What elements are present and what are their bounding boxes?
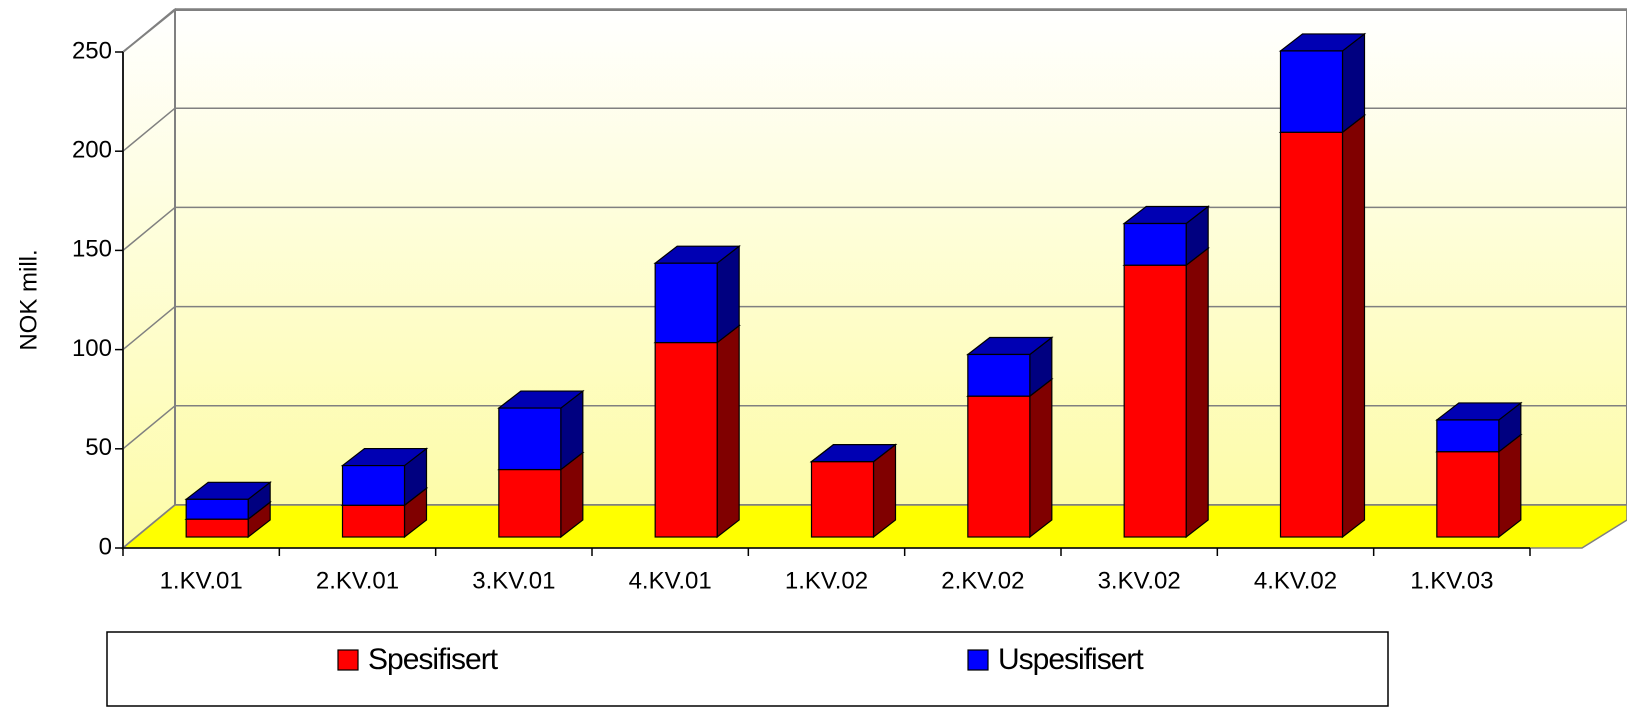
bar (1436, 419, 1500, 453)
legend-label: Spesifisert (368, 643, 499, 676)
bar-side (716, 324, 740, 539)
y-tick-label: 0 (99, 533, 112, 560)
bar-side (1341, 114, 1366, 539)
bar-segment (653, 324, 741, 539)
bar (341, 464, 406, 506)
x-tick-label: 3.KV.01 (472, 567, 555, 594)
bar-segment (809, 444, 898, 463)
bar-segment (1278, 114, 1367, 539)
bar-side (1029, 377, 1053, 539)
bar (498, 468, 562, 538)
x-tick-label: 1.KV.03 (1410, 567, 1493, 594)
bar-segment (340, 447, 429, 507)
bar (1279, 50, 1344, 133)
side-wall (122, 7, 176, 551)
bar-segment (966, 336, 1054, 398)
bar-segment (1122, 246, 1210, 539)
grid-line (122, 405, 176, 450)
bar (967, 395, 1031, 538)
bar (654, 262, 718, 344)
y-tick-label: 200 (72, 137, 112, 164)
grid-line (122, 306, 176, 351)
x-tick-label: 3.KV.02 (1098, 567, 1181, 594)
grid (122, 8, 1627, 450)
bar (498, 407, 562, 471)
y-tick-label: 150 (72, 236, 112, 263)
bar-segment (966, 377, 1054, 539)
bar-segment (1278, 32, 1367, 134)
bar-segment (1435, 401, 1523, 453)
y-tick-label: 50 (85, 434, 112, 461)
bar (810, 461, 875, 538)
bar-segment (184, 481, 272, 521)
bar-segment (497, 389, 585, 471)
y-tick-label: 250 (72, 37, 112, 64)
bar (185, 498, 249, 520)
x-tick-label: 1.KV.01 (160, 567, 243, 594)
bar (967, 353, 1031, 397)
x-tick-label: 4.KV.01 (629, 567, 712, 594)
legend-swatch (337, 649, 359, 671)
grid-line (122, 107, 176, 152)
y-axis-label: NOK mill. (15, 249, 42, 350)
x-tick-label: 4.KV.02 (1254, 567, 1337, 594)
legend-label: Uspesifisert (998, 643, 1144, 676)
back-wall (174, 9, 1627, 506)
legend (106, 631, 1389, 707)
grid-line (122, 206, 176, 251)
bar (654, 341, 718, 538)
bar-top (809, 444, 898, 463)
bar (1436, 451, 1500, 538)
bar-segment (653, 244, 741, 344)
bar (341, 504, 406, 538)
bar (1123, 222, 1187, 266)
bar-side (1498, 433, 1522, 539)
y-tick-label: 100 (72, 335, 112, 362)
bar-side (1185, 246, 1209, 539)
x-tick-label: 1.KV.02 (785, 567, 868, 594)
bar (185, 518, 249, 538)
legend-items: Spesifisert Uspesifisert (337, 643, 1145, 676)
x-tick-label: 2.KV.01 (316, 567, 399, 594)
bar (1279, 131, 1344, 538)
bars (184, 32, 1523, 539)
bar (1123, 264, 1187, 538)
grid-line (122, 8, 176, 53)
bar-segment (1122, 205, 1210, 267)
legend-swatch (967, 649, 989, 671)
x-tick-label: 2.KV.02 (941, 567, 1024, 594)
